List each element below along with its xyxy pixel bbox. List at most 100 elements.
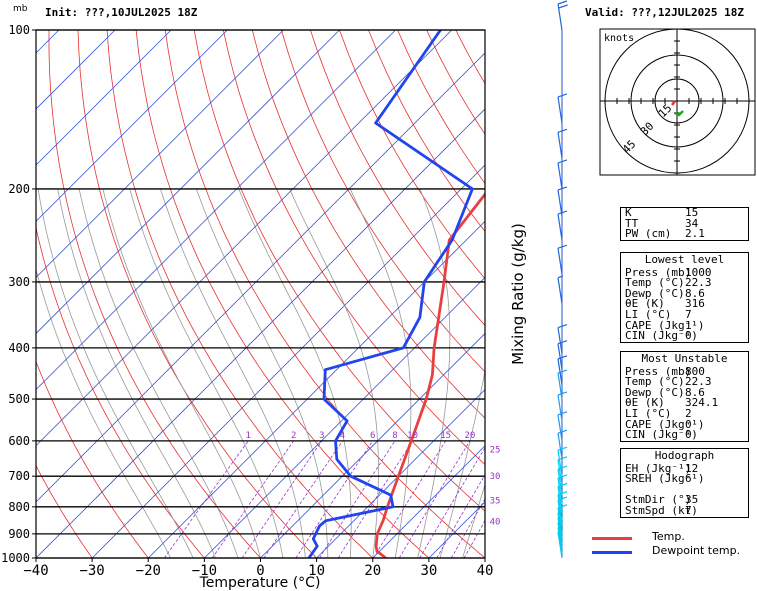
most-unstable-value: 22.3 [685,375,712,389]
lowest-level-value: 22.3 [685,276,712,290]
hodograph-stat-value: 6 [685,472,692,486]
mixing-ratio-label: 40 [490,518,501,528]
isotherm [36,30,284,278]
hodograph-stat-row: StmDir (°) 35 [621,495,748,506]
dry-adiabat [36,360,149,558]
pressure-tick-label: 200 [8,182,30,196]
isotherm [36,30,172,166]
temp-tick-label: 40 [477,563,494,579]
temp-tick-label: −20 [136,563,161,579]
temp-tick-label: 10 [308,563,325,579]
hodograph-stat-key: StmSpd (kt) [625,503,698,517]
isotherm [36,108,485,558]
dry-adiabat [193,30,485,512]
mixing-ratio-labels: 1 2 3 4 6 8 10 15 20 25 30 35 40 [245,431,500,528]
index-row: TT 34 [621,216,748,230]
isotherm [36,52,485,503]
lowest-level-value: 1000 [685,265,712,279]
temp-tick-label: −10 [192,563,217,579]
mixing-ratio-label: 25 [490,445,501,455]
lowest-level-key: CIN (Jkg⁻¹) [625,329,698,343]
mixing-ratio-label: 4 [340,431,345,441]
mixing-ratio-label: 2 [291,431,296,441]
dry-adiabat [310,30,485,326]
legend-dewpoint-swatch [592,551,632,554]
lowest-level-row: Dewp (°C) 8.6 [621,288,748,300]
wind-barb [557,128,568,159]
lowest-level-key: LI (°C) [625,307,672,321]
hodograph-stat-row: EH (Jkg⁻¹) 12 [621,461,748,475]
dewpoint-profile [307,30,474,558]
mixing-ratio-label: 8 [392,431,397,441]
temp-tick-label: −30 [79,563,104,579]
wind-barb [557,340,568,370]
wind-barb [557,159,568,190]
hodograph-stats-panel: Hodograph EH (Jkg⁻¹) 12 SREH (Jkg⁻¹) 6 StmD… [620,448,749,518]
dry-adiabat [106,30,374,558]
indices-panel: K 15 TT 34 PW (cm) 2.1 [620,207,749,241]
mixing-ratio-label: 1 [245,431,250,441]
lowest-level-row: LI (°C) 7 [621,307,748,321]
lowest-level-value: 1 [685,318,692,332]
hodograph-stat-value: 12 [685,461,699,475]
hodograph-stat-value: 35 [685,493,699,507]
lowest-level-title: Lowest level [644,253,725,266]
index-key: TT [625,216,639,230]
most-unstable-key: Temp (°C) [625,375,685,389]
moist-adiabat [289,188,379,558]
mixing-ratio-label: 10 [407,431,418,441]
mixing-ratio-label: 35 [490,496,501,506]
pressure-tick-label: 400 [8,341,30,355]
temperature-profile [374,192,485,558]
isotherm [0,30,3,558]
index-value: 34 [685,216,699,230]
hodograph-stat-row: SREH (Jkg⁻¹) 6 [621,472,748,486]
most-unstable-row: Press (mb) 800 [621,366,748,378]
valid-time-label: Valid: ???,12JUL2025 18Z [585,6,744,19]
moist-adiabats [36,188,485,558]
mixing-ratio-label: 30 [490,472,501,482]
wind-barb [557,275,564,304]
isotherm [91,164,485,558]
index-key: PW (cm) [625,227,672,241]
hodograph-stat-key: StmDir (°) [625,493,692,507]
lowest-level-row: θE (K) 316 [621,299,748,310]
isotherm [204,276,485,558]
most-unstable-value: 324.1 [685,396,719,410]
mixing-ratio-label: 6 [370,431,375,441]
hodograph-trace-high [671,100,676,106]
wind-barb [557,429,568,460]
pressure-tick-label: 800 [8,500,30,514]
moist-adiabat [78,188,239,558]
mixing-ratio-line [241,440,323,558]
mixing-ratio-label: 20 [464,431,475,441]
dry-adiabat [281,30,485,373]
moist-adiabat [349,188,412,558]
isotherm [36,30,340,335]
moist-adiabat [160,188,306,558]
most-unstable-row: Dewp (°C) 8.6 [621,385,748,399]
most-unstable-value: 8.6 [685,385,705,399]
most-unstable-row: CAPE (Jkg⁻¹) 0 [621,417,748,431]
most-unstable-key: CAPE (Jkg⁻¹) [625,417,705,431]
lowest-level-value: 0 [685,329,692,343]
pressure-tick-label: 500 [8,392,30,406]
mixing-ratio-lines [164,440,485,558]
index-row: PW (cm) 2.1 [621,227,748,241]
init-time-label: Init: ???,10JUL2025 18Z [45,6,198,19]
legend-temp-label: Temp. [652,530,685,543]
wind-barb [557,0,568,31]
most-unstable-row: LI (°C) 2 [621,408,748,420]
pressure-tick-label: 900 [8,527,30,541]
isotherm [148,220,485,558]
hodograph-stat-key: EH (Jkg⁻¹) [625,461,692,475]
temp-tick-label: −40 [23,563,48,579]
lowest-level-key: Temp (°C) [625,276,685,290]
wind-barb [557,446,568,477]
lowest-level-row: Press (mb) 1000 [621,265,748,279]
mixing-ratio-line [319,440,396,558]
dry-adiabat [339,30,485,280]
x-axis-title: Temperature (°C) [199,575,321,591]
